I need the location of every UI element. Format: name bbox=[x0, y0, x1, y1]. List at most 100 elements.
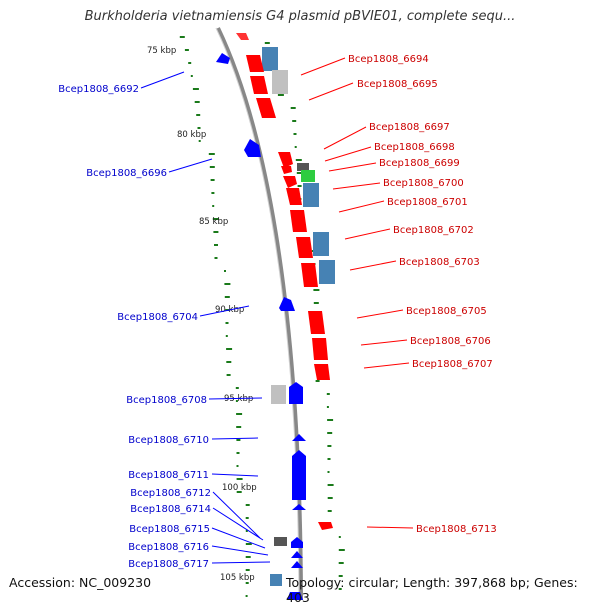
gc-dot bbox=[194, 101, 200, 103]
gene-feature bbox=[303, 183, 319, 207]
gc-dot bbox=[214, 257, 218, 259]
gene-feature bbox=[291, 561, 303, 568]
gene-feature bbox=[286, 188, 302, 205]
gc-dot bbox=[326, 406, 329, 408]
gene-feature bbox=[314, 364, 330, 380]
gene-feature bbox=[313, 232, 329, 256]
gc-dot bbox=[236, 413, 243, 415]
gene-feature bbox=[301, 170, 315, 182]
gc-dot bbox=[245, 556, 251, 558]
gc-dot bbox=[236, 491, 242, 493]
gc-dot bbox=[212, 218, 219, 220]
gc-dot bbox=[245, 504, 250, 506]
left-leader-lines bbox=[140, 71, 271, 564]
gene-label-6692: Bcep1808_6692 bbox=[58, 84, 139, 95]
map-title: Burkholderia vietnamiensis G4 plasmid pB… bbox=[84, 9, 516, 24]
gene-label-6702: Bcep1808_6702 bbox=[393, 225, 474, 236]
gene-label-6699: Bcep1808_6699 bbox=[379, 158, 460, 169]
gc-dot bbox=[327, 419, 334, 421]
gc-dot bbox=[293, 133, 297, 135]
gene-feature bbox=[319, 260, 335, 284]
gene-label-6704: Bcep1808_6704 bbox=[117, 312, 198, 323]
gc-dot bbox=[214, 244, 218, 246]
gc-dot bbox=[327, 484, 334, 486]
gc-dot bbox=[235, 400, 238, 402]
gc-dot bbox=[327, 458, 331, 460]
right-gene-labels: Bcep1808_6694 Bcep1808_6695 Bcep1808_669… bbox=[348, 54, 497, 535]
gc-dot bbox=[236, 439, 241, 441]
gc-dot bbox=[294, 146, 297, 148]
gene-feature bbox=[292, 504, 306, 510]
tick-80kbp: 80 kbp bbox=[177, 130, 206, 140]
gc-dot bbox=[295, 159, 302, 161]
gc-dot bbox=[210, 179, 215, 181]
gene-label-6706: Bcep1808_6706 bbox=[410, 336, 491, 347]
gene-feature bbox=[279, 297, 295, 311]
gc-dot bbox=[236, 478, 243, 480]
gc-dot bbox=[245, 569, 250, 571]
gc-dot bbox=[327, 510, 332, 512]
tick-105kbp: 105 kbp bbox=[220, 573, 255, 583]
gene-label-6695: Bcep1808_6695 bbox=[357, 79, 438, 90]
gene-feature bbox=[278, 152, 293, 168]
gc-dot bbox=[236, 426, 242, 428]
gene-label-6716: Bcep1808_6716 bbox=[128, 542, 209, 553]
gc-dot bbox=[297, 185, 302, 187]
gc-dot bbox=[338, 588, 342, 590]
gene-feature bbox=[292, 450, 306, 500]
gene-feature bbox=[318, 522, 333, 530]
gene-label-6703: Bcep1808_6703 bbox=[399, 257, 480, 268]
gc-dot bbox=[313, 302, 319, 304]
gene-feature bbox=[281, 166, 292, 174]
gene-label-6701: Bcep1808_6701 bbox=[387, 197, 468, 208]
gene-feature bbox=[272, 70, 288, 94]
gene-feature bbox=[256, 98, 276, 118]
gc-dot bbox=[179, 36, 185, 38]
gc-dot bbox=[208, 153, 215, 155]
gene-feature bbox=[274, 537, 287, 546]
gene-label-6705: Bcep1808_6705 bbox=[406, 306, 487, 317]
gene-feature bbox=[296, 237, 313, 258]
gc-dot bbox=[209, 166, 215, 168]
gc-dot bbox=[327, 432, 333, 434]
gc-dot bbox=[245, 517, 249, 519]
left-gene-labels: Bcep1808_6692 Bcep1808_6696 Bcep1808_670… bbox=[58, 84, 211, 570]
gc-dot bbox=[198, 140, 201, 142]
gc-dot bbox=[245, 582, 249, 584]
accession-text: Accession: NC_009230 bbox=[9, 575, 152, 590]
gene-feature bbox=[301, 263, 318, 287]
gene-label-6696: Bcep1808_6696 bbox=[86, 168, 167, 179]
gene-feature bbox=[308, 311, 325, 334]
gc-dot bbox=[197, 127, 201, 129]
gene-label-6710: Bcep1808_6710 bbox=[128, 435, 209, 446]
gene-feature bbox=[297, 163, 309, 171]
gc-dot bbox=[192, 88, 199, 90]
gene-feature bbox=[312, 338, 328, 360]
right-leader-lines bbox=[300, 57, 414, 529]
gc-dot bbox=[290, 107, 296, 109]
reverse-features bbox=[216, 53, 306, 600]
gene-label-6712: Bcep1808_6712 bbox=[130, 488, 211, 499]
gc-dot bbox=[190, 75, 193, 77]
gene-feature bbox=[250, 76, 268, 94]
forward-features bbox=[236, 33, 335, 530]
gc-dot bbox=[236, 465, 239, 467]
tick-75kbp: 75 kbp bbox=[147, 46, 176, 56]
gc-dot bbox=[211, 192, 215, 194]
gc-dot bbox=[245, 595, 248, 597]
gc-dot bbox=[196, 114, 201, 116]
tick-85kbp: 85 kbp bbox=[199, 217, 228, 227]
gc-dot bbox=[235, 387, 239, 389]
gene-feature bbox=[246, 55, 264, 72]
gene-feature bbox=[216, 53, 230, 64]
gene-label-6717: Bcep1808_6717 bbox=[128, 559, 209, 570]
gene-label-6711: Bcep1808_6711 bbox=[128, 470, 209, 481]
gc-dot bbox=[277, 94, 284, 96]
gene-label-6700: Bcep1808_6700 bbox=[383, 178, 464, 189]
gc-dot bbox=[313, 289, 320, 291]
gene-feature bbox=[262, 47, 278, 71]
gc-dot bbox=[327, 445, 332, 447]
gc-dot bbox=[188, 62, 192, 64]
gene-feature bbox=[270, 574, 282, 586]
gc-dot bbox=[224, 270, 226, 272]
